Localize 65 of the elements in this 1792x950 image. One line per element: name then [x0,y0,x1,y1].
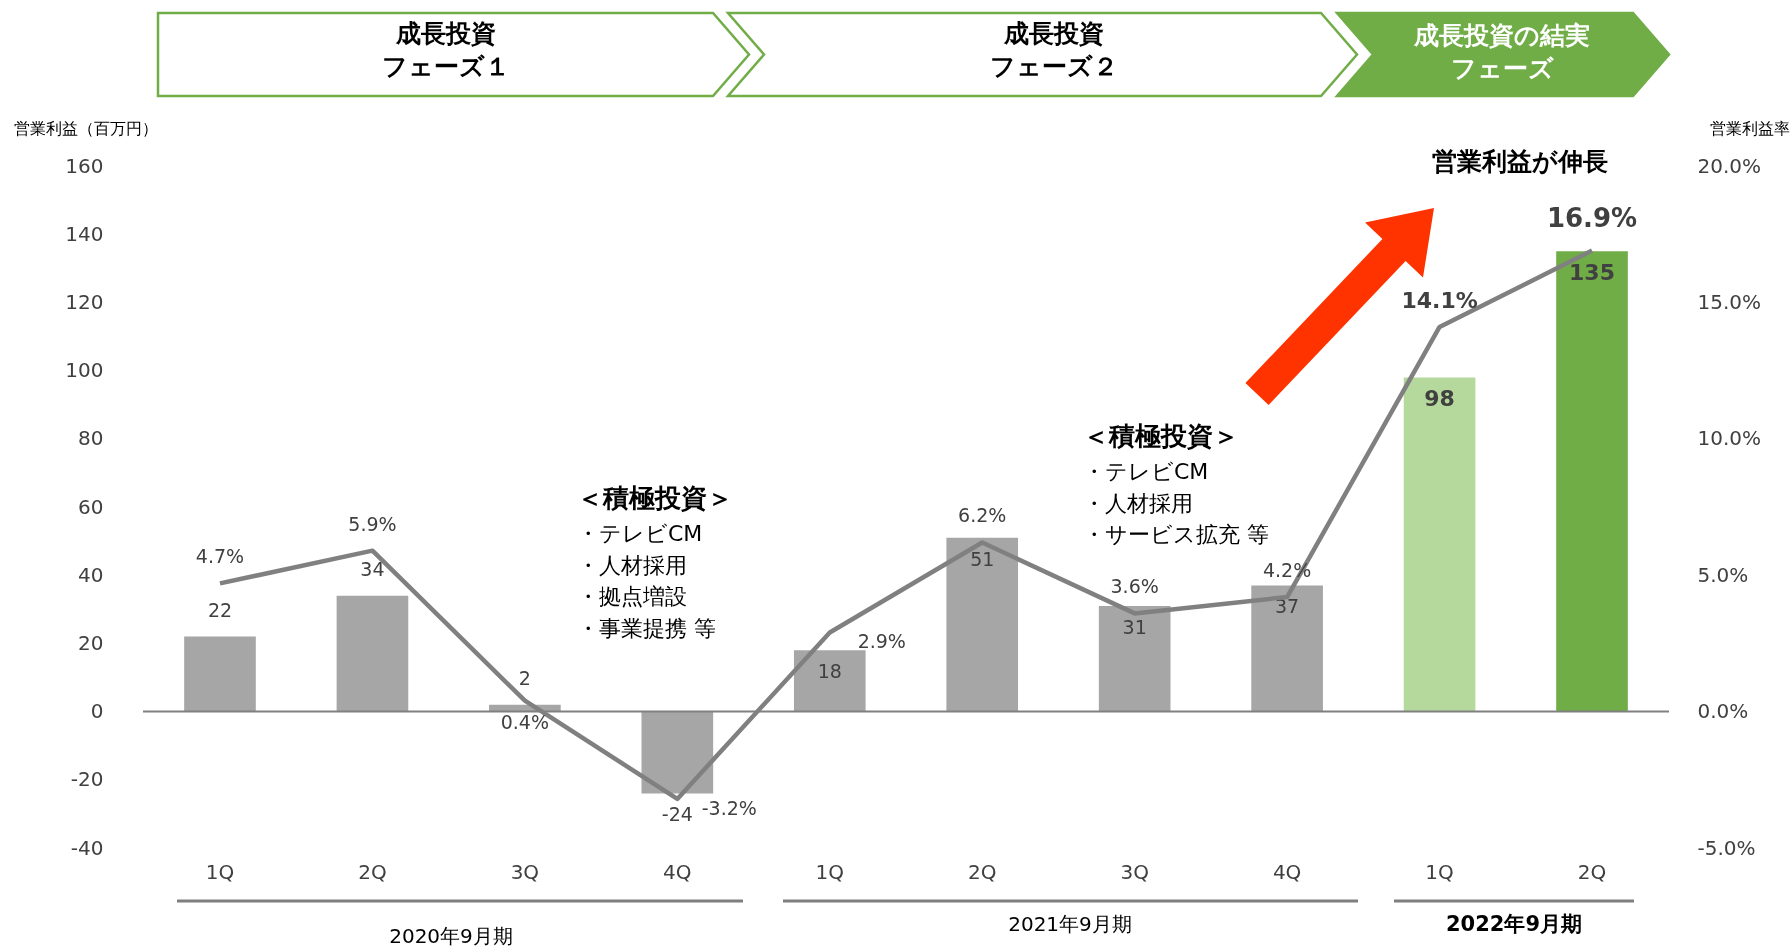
x-tick-label: 1Q [205,859,235,884]
annotation: ＜積極投資＞・テレビCM・人材採用・サービス拡充 等 [1083,420,1270,550]
data-label: 4.7% [195,545,245,568]
data-label: 22 [207,598,233,621]
data-label: 135 [1569,260,1615,286]
bar [1556,251,1628,712]
x-tick-label: 3Q [510,859,540,884]
data-label: 14.1% [1401,287,1478,313]
data-label: 16.9% [1546,202,1638,233]
y2-tick-label: 20.0% [1697,153,1762,178]
data-label: 6.2% [958,504,1007,527]
text: 2022年9月期 [1444,911,1584,938]
text: 2020年9月期 [388,923,514,949]
y-axis-title: 営業利益（百万円） [13,118,158,138]
y-tick-label: 140 [65,221,104,246]
y2-tick-label: 15.0% [1697,289,1762,314]
x-tick-label: 4Q [1272,859,1302,884]
text: 成長投資フェーズ２ [989,18,1119,83]
y-tick-label: 80 [78,426,104,451]
y-tick-label: 0 [90,699,104,724]
data-label: 2 [518,666,531,689]
bar [336,595,409,712]
x-tick-label: 2Q [967,859,997,884]
text: 成長投資フェーズ１ [381,18,511,83]
y-tick-label: -40 [70,835,104,860]
y-tick-label: 20 [78,630,104,655]
y2-tick-label: 10.0% [1697,426,1762,451]
x-tick-label: 2Q [1577,859,1607,884]
y-tick-label: 40 [78,562,104,587]
data-label: 31 [1122,615,1147,638]
data-label: -3.2% [701,796,757,819]
data-label: 0.4% [500,710,550,733]
data-label: 34 [360,557,385,580]
y-tick-label: 160 [65,153,104,178]
bar [946,537,1019,712]
x-tick-label: 1Q [1425,859,1454,884]
y2-tick-label: 0.0% [1697,699,1749,724]
data-label: 98 [1424,386,1455,412]
data-label: 5.9% [348,512,397,535]
y2-axis-title: 営業利益率 [1709,118,1790,138]
x-tick-label: 3Q [1120,859,1149,884]
text: 2021年9月期 [1007,911,1133,937]
data-label: 3.6% [1110,575,1159,598]
bar [1403,377,1476,712]
x-tick-label: 2Q [358,859,387,884]
y-tick-label: 100 [65,358,104,383]
annotation: 営業利益が伸長 [1431,146,1609,178]
y2-tick-label: 5.0% [1697,562,1749,587]
data-label: 51 [970,547,995,570]
bar [1251,585,1323,712]
y-tick-label: 120 [65,289,104,314]
bar [641,711,714,794]
data-label: 18 [817,660,842,683]
y-tick-label: -20 [70,767,104,792]
bar [184,636,256,712]
y2-tick-label: -5.0% [1697,835,1756,860]
data-label: 2.9% [857,630,906,653]
text: 成長投資の結実フェーズ [1413,20,1591,85]
bar [793,650,866,712]
y-tick-label: 60 [78,494,104,519]
data-label: 37 [1275,595,1300,618]
bar [1098,605,1171,712]
data-label: -24 [661,803,693,826]
x-tick-label: 1Q [815,859,845,884]
x-tick-label: 4Q [663,859,692,884]
